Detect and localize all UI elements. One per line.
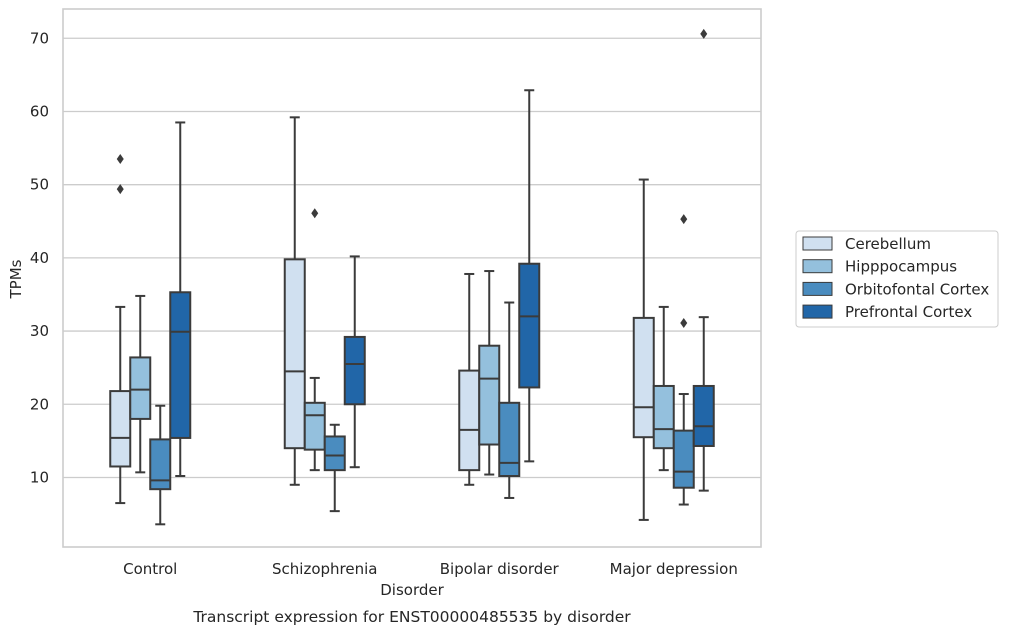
legend-swatch <box>802 304 833 319</box>
y-tick-label: 60 <box>30 102 49 120</box>
box-iqr <box>109 390 132 468</box>
legend-swatch <box>802 259 833 274</box>
box-group <box>498 301 521 499</box>
y-tick-label: 40 <box>30 249 49 267</box>
y-tick-label: 70 <box>30 29 49 47</box>
outlier-point <box>116 184 124 195</box>
box-iqr <box>518 262 541 389</box>
outlier-point <box>700 28 708 39</box>
box-iqr <box>343 335 366 406</box>
legend-item: Hipppocampus <box>802 258 957 276</box>
y-tick-label: 50 <box>30 176 49 194</box>
box-group <box>652 305 675 472</box>
legend: Cerebellum Hipppocampus Orbitofontal Corte… <box>795 230 999 328</box>
plot-frame <box>62 8 762 548</box>
box-iqr <box>498 401 521 477</box>
x-axis-label: Disorder <box>380 581 444 599</box>
box-group <box>323 423 346 513</box>
legend-item: Orbitofontal Cortex <box>802 280 989 298</box>
legend-item: Cerebellum <box>802 235 931 253</box>
box-group <box>149 404 172 526</box>
box-group <box>303 208 326 472</box>
legend-label: Hipppocampus <box>845 258 957 276</box>
box-group <box>129 294 152 474</box>
box-group <box>632 178 655 521</box>
y-axis-label: TPMs <box>7 259 25 299</box>
box-group <box>109 305 132 505</box>
box-iqr <box>283 258 306 450</box>
boxes-layer <box>109 28 715 526</box>
y-tick-label: 20 <box>30 395 49 413</box>
legend-frame <box>795 230 999 328</box>
box-group <box>283 116 306 486</box>
box-group <box>458 272 481 486</box>
outlier-point <box>116 154 124 165</box>
x-tick-labels: Control Schizophrenia Bipolar disorder Majo… <box>123 560 738 578</box>
y-tick-label: 10 <box>30 468 49 486</box>
chart-caption: Transcript expression for ENST0000048553… <box>192 608 631 626</box>
box-group <box>343 255 366 469</box>
box-iqr <box>652 384 675 450</box>
legend-item: Prefrontal Cortex <box>802 303 972 321</box>
legend-label: Prefrontal Cortex <box>845 303 972 321</box>
box-iqr <box>149 438 172 491</box>
box-iqr <box>692 384 715 447</box>
outlier-point <box>311 208 319 219</box>
x-tick-label: Bipolar disorder <box>440 560 560 578</box>
box-iqr <box>129 356 152 420</box>
x-tick-label: Control <box>123 560 177 578</box>
box-group <box>672 214 695 506</box>
box-iqr <box>323 435 346 472</box>
box-iqr <box>672 429 695 489</box>
y-tick-labels: 10 20 30 40 50 60 70 <box>30 29 49 486</box>
legend-swatch <box>802 236 833 251</box>
box-group <box>692 28 715 492</box>
legend-items: Cerebellum Hipppocampus Orbitofontal Corte… <box>802 235 989 321</box>
box-group <box>478 270 501 476</box>
box-iqr <box>303 401 326 451</box>
legend-label: Cerebellum <box>845 235 931 253</box>
y-tick-label: 30 <box>30 322 49 340</box>
box-group <box>169 121 192 477</box>
legend-label: Orbitofontal Cortex <box>845 280 989 298</box>
x-tick-label: Major depression <box>610 560 738 578</box>
x-tick-label: Schizophrenia <box>272 560 377 578</box>
outlier-point <box>680 318 688 329</box>
box-group <box>518 89 541 463</box>
legend-swatch <box>802 281 833 296</box>
box-iqr <box>169 291 192 439</box>
box-iqr <box>632 316 655 439</box>
outlier-point <box>680 214 688 225</box>
box-iqr <box>478 344 501 446</box>
box-iqr <box>458 369 481 472</box>
